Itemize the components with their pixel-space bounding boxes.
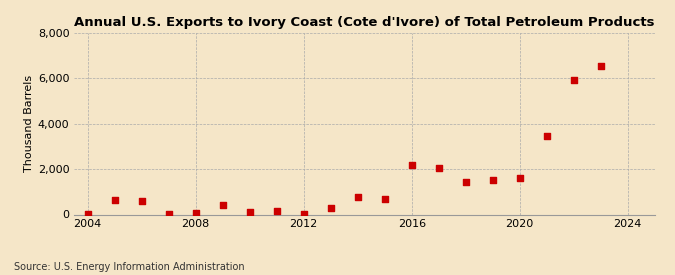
Point — [82, 212, 93, 216]
Point — [271, 208, 282, 213]
Point — [298, 212, 309, 216]
Point — [109, 198, 120, 203]
Point — [514, 176, 525, 180]
Point — [595, 64, 606, 68]
Point — [136, 199, 147, 204]
Y-axis label: Thousand Barrels: Thousand Barrels — [24, 75, 34, 172]
Point — [460, 179, 471, 184]
Point — [217, 203, 228, 207]
Title: Annual U.S. Exports to Ivory Coast (Cote d'Ivore) of Total Petroleum Products: Annual U.S. Exports to Ivory Coast (Cote… — [74, 16, 655, 29]
Point — [433, 166, 444, 170]
Point — [190, 210, 201, 215]
Point — [325, 206, 336, 210]
Point — [541, 134, 552, 138]
Point — [406, 162, 417, 167]
Point — [379, 197, 390, 201]
Text: Source: U.S. Energy Information Administration: Source: U.S. Energy Information Administ… — [14, 262, 244, 272]
Point — [487, 178, 498, 182]
Point — [244, 210, 255, 214]
Point — [163, 211, 174, 216]
Point — [352, 195, 363, 200]
Point — [568, 77, 579, 82]
